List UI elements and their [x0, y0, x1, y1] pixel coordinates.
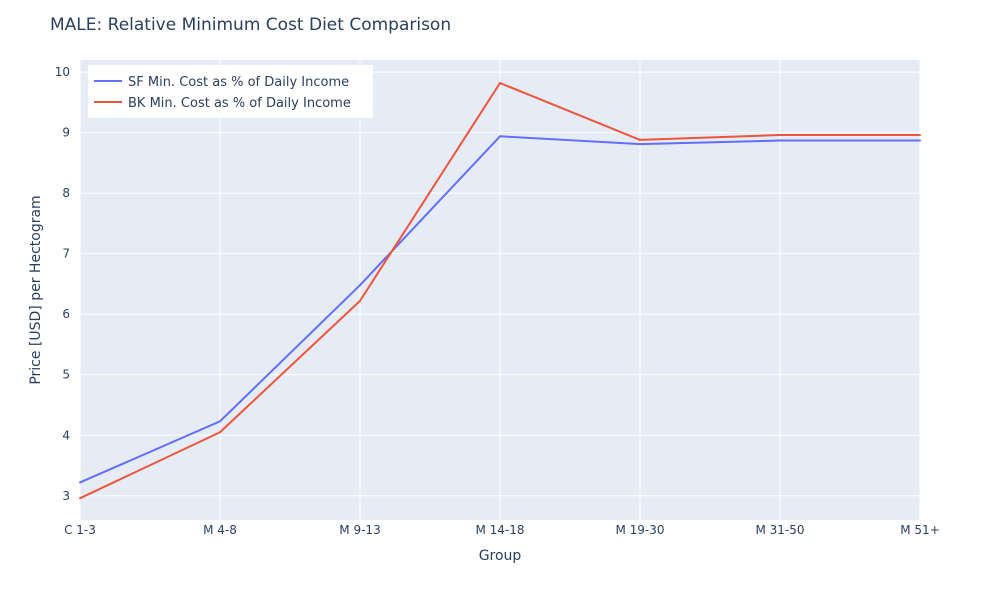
- y-tick-label: 4: [62, 428, 70, 442]
- x-axis-ticks: C 1-3 M 4-8 M 9-13 M 14-18 M 19-30 M 31-50 M 5…: [64, 523, 940, 537]
- x-tick-label: M 51+: [900, 523, 940, 537]
- y-tick-label: 9: [62, 126, 70, 140]
- x-tick-label: M 31-50: [755, 523, 804, 537]
- series-lines: [79, 82, 921, 500]
- x-tick-label: M 4-8: [203, 523, 237, 537]
- x-tick-label: M 14-18: [475, 523, 524, 537]
- y-tick-label: 7: [62, 247, 70, 261]
- data-point: [919, 134, 921, 137]
- data-point: [359, 284, 361, 287]
- y-tick-label: 10: [55, 65, 70, 79]
- x-tick-label: C 1-3: [64, 523, 96, 537]
- data-point: [639, 138, 641, 141]
- y-tick-label: 8: [62, 186, 70, 200]
- x-axis-title: Group: [479, 548, 522, 564]
- x-tick-label: M 9-13: [339, 523, 380, 537]
- legend-label-1: BK Min. Cost as % of Daily Income: [128, 96, 351, 111]
- legend: SF Min. Cost as % of Daily Income BK Min.…: [88, 65, 373, 118]
- data-point: [219, 420, 221, 423]
- data-point: [919, 139, 921, 142]
- data-point: [639, 143, 641, 146]
- y-axis-title: Price [USD] per Hectogram: [28, 195, 44, 384]
- data-point: [499, 82, 501, 84]
- y-tick-label: 5: [62, 368, 70, 382]
- data-point: [779, 134, 781, 137]
- y-tick-label: 6: [62, 307, 70, 321]
- legend-box: [88, 65, 373, 118]
- legend-label-0: SF Min. Cost as % of Daily Income: [128, 75, 349, 90]
- x-tick-label: M 19-30: [615, 523, 664, 537]
- data-point: [359, 299, 361, 302]
- data-point: [79, 497, 81, 500]
- data-point: [219, 431, 221, 434]
- data-point: [499, 135, 501, 138]
- data-point: [79, 481, 81, 484]
- y-axis-ticks: 3 4 5 6 7 8 9 10: [55, 65, 70, 503]
- data-point: [779, 139, 781, 142]
- chart-title: MALE: Relative Minimum Cost Diet Compari…: [50, 15, 451, 35]
- y-tick-label: 3: [62, 489, 70, 503]
